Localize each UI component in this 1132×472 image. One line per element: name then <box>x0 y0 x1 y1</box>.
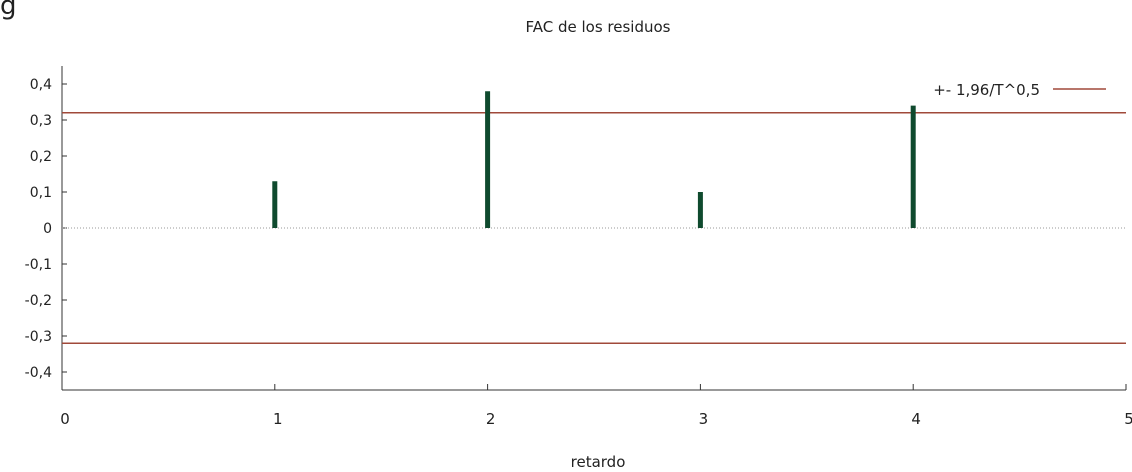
x-tick-label: 0 <box>60 410 70 428</box>
x-tick-label: 4 <box>911 410 921 428</box>
y-tick-label: -0,3 <box>25 329 52 345</box>
x-tick-label: 2 <box>486 410 496 428</box>
y-tick-label: 0,3 <box>30 113 52 129</box>
y-tick-label: -0,2 <box>25 293 52 309</box>
chart-title: FAC de los residuos <box>525 18 670 36</box>
y-tick-label: 0 <box>43 221 52 237</box>
x-axis-label: retardo <box>571 453 626 471</box>
legend-label: +- 1,96/T^0,5 <box>933 81 1040 99</box>
y-tick-label: -0,4 <box>25 365 52 381</box>
y-tick-label: -0,1 <box>25 257 52 273</box>
x-tick-label: 3 <box>699 410 709 428</box>
corner-text-fragment: g <box>0 0 17 21</box>
y-tick-label: 0,1 <box>30 185 52 201</box>
y-tick-label: 0,2 <box>30 149 52 165</box>
x-tick-label: 5 <box>1124 410 1132 428</box>
y-tick-label: 0,4 <box>30 77 52 93</box>
plot-area: 0,4 0,3 0,2 0,1 0 -0,1 -0,2 -0,3 -0,4 0 1 2 3 4 5 +- 1,… <box>25 66 1132 428</box>
x-tick-label: 1 <box>273 410 283 428</box>
